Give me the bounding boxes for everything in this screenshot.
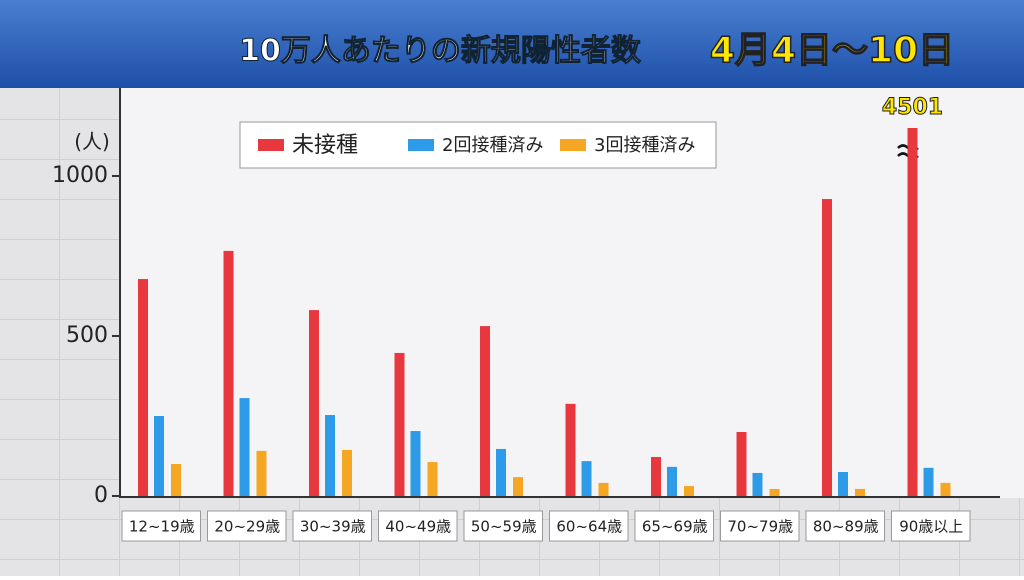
legend-swatch	[408, 139, 434, 151]
category-box	[549, 510, 629, 542]
bar	[769, 488, 780, 496]
bar	[940, 482, 951, 496]
bar	[394, 352, 405, 496]
x-tick-label: 65~69歳	[642, 518, 708, 536]
bar	[598, 482, 609, 496]
bar	[239, 398, 250, 496]
x-tick-label: 50~59歳	[471, 518, 537, 536]
x-tick-label: 12~19歳	[129, 518, 195, 536]
bar	[223, 250, 234, 496]
x-tick-label: 90歳以上	[899, 518, 963, 536]
legend-swatch	[258, 139, 284, 151]
bar	[907, 128, 918, 496]
bar	[923, 467, 934, 496]
bar	[480, 326, 490, 496]
bar	[736, 432, 747, 496]
bar	[651, 456, 661, 496]
bar	[752, 472, 763, 496]
data-label: 4501	[882, 95, 943, 120]
category-box	[292, 510, 372, 542]
x-tick-label: 40~49歳	[385, 518, 451, 536]
x-tick-label: 30~39歳	[300, 518, 366, 536]
bar	[256, 450, 267, 496]
bar	[565, 403, 576, 496]
x-tick-label: 20~29歳	[214, 518, 280, 536]
title-bar	[0, 0, 1024, 88]
legend-label: 3回接種済み	[594, 135, 695, 156]
bar	[325, 415, 335, 496]
category-box	[891, 510, 971, 542]
bar	[496, 448, 506, 496]
legend-label: 未接種	[292, 133, 358, 158]
category-box	[634, 510, 714, 542]
chart-subtitle: 4月4日～10日	[710, 30, 954, 71]
category-box	[207, 510, 287, 542]
y-tick-label: 500	[66, 323, 108, 348]
bar	[309, 310, 319, 496]
bar	[171, 464, 181, 496]
bar	[342, 449, 352, 496]
category-box	[805, 510, 885, 542]
x-tick-label: 70~79歳	[727, 518, 793, 536]
category-box	[720, 510, 800, 542]
bar	[513, 477, 523, 496]
bars	[138, 128, 951, 497]
y-tick-label: 0	[94, 483, 108, 508]
category-box	[121, 510, 201, 542]
bar	[410, 431, 421, 496]
bar	[427, 462, 438, 496]
bar	[855, 488, 865, 496]
bar	[154, 416, 164, 496]
legend	[239, 121, 717, 169]
bar	[667, 466, 677, 496]
category-box	[463, 510, 543, 542]
legend-label: 2回接種済み	[442, 135, 543, 156]
x-tick-label: 80~89歳	[813, 518, 879, 536]
chart-title: 10万人あたりの新規陽性者数	[239, 34, 642, 69]
y-axis-unit: (人)	[74, 130, 110, 154]
bar	[581, 461, 592, 496]
legend-swatch	[560, 139, 586, 151]
bar	[138, 279, 148, 496]
category-box	[378, 510, 458, 542]
bar	[684, 486, 694, 496]
y-tick-label: 1000	[52, 163, 108, 188]
bar	[822, 199, 832, 497]
x-tick-label: 60~64歳	[556, 518, 622, 536]
bar	[838, 472, 848, 496]
